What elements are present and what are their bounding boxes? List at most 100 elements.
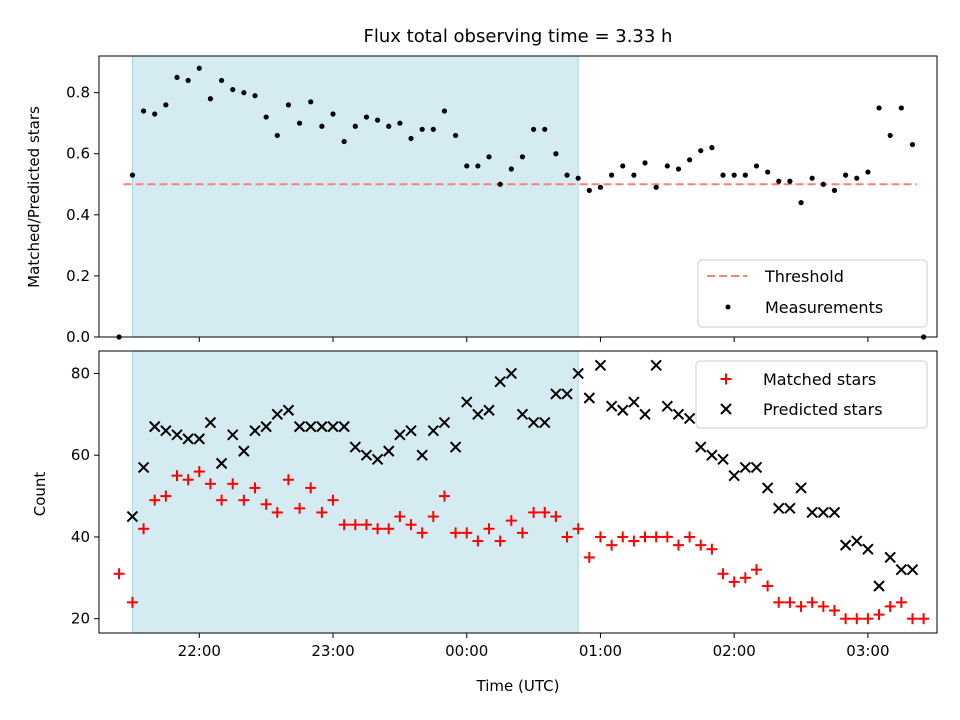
matched-star-point <box>505 515 517 527</box>
matched-star-point <box>472 535 484 547</box>
measurement-point <box>575 175 581 181</box>
matched-star-point <box>516 527 528 539</box>
matched-star-point <box>327 494 339 506</box>
predicted-star-point <box>750 461 763 474</box>
matched-star-point <box>784 596 796 608</box>
x-tick-label: 02:00 <box>713 642 756 660</box>
predicted-star-point <box>383 445 395 457</box>
matched-star-point <box>684 531 696 543</box>
measurement-point <box>308 99 314 105</box>
measurement-point <box>564 172 570 178</box>
matched-star-point <box>606 539 618 551</box>
predicted-star-point <box>438 416 451 429</box>
matched-star-point <box>113 568 125 580</box>
matched-star-point <box>762 580 774 592</box>
matched-star-point <box>427 511 439 523</box>
predicted-star-point <box>293 420 306 433</box>
measurement-point <box>798 200 804 206</box>
predicted-star-point <box>449 441 462 453</box>
y-tick-label: 0.8 <box>66 84 90 102</box>
predicted-star-point <box>394 429 406 441</box>
predicted-star-point <box>806 506 818 519</box>
predicted-star-point <box>739 461 752 474</box>
predicted-star-point <box>862 543 874 555</box>
x-tick-label: 01:00 <box>579 642 622 660</box>
measurement-point <box>475 163 481 169</box>
measurement-point <box>765 169 771 175</box>
measurement-point <box>809 175 815 181</box>
y-tick-label: 40 <box>71 528 90 546</box>
y-tick-label: 0.6 <box>66 145 90 163</box>
measurement-point <box>776 178 782 184</box>
measurement-point <box>196 65 202 71</box>
predicted-star-point <box>461 396 473 408</box>
predicted-star-point <box>761 482 774 494</box>
matched-star-point <box>628 535 640 547</box>
predicted-star-point <box>683 412 696 425</box>
predicted-star-point <box>215 457 228 470</box>
predicted-star-point <box>839 539 852 551</box>
measurement-point <box>129 172 136 178</box>
predicted-star-point <box>505 367 518 380</box>
measurement-point <box>742 172 748 178</box>
x-tick-label: 03:00 <box>846 642 889 660</box>
matched-star-point <box>271 506 283 518</box>
measurement-point <box>531 126 537 132</box>
measurement-point <box>553 151 559 157</box>
y-tick-label: 0.2 <box>66 267 90 285</box>
predicted-star-point <box>906 563 919 576</box>
y-tick-label: 0.0 <box>66 328 90 346</box>
measurement-point <box>207 96 214 102</box>
matched-star-point <box>450 527 462 539</box>
measurement-point <box>363 114 370 120</box>
legend-predicted-marker <box>720 403 732 415</box>
observing-window-top <box>131 55 579 338</box>
matched-star-point <box>739 572 751 584</box>
legend-threshold-label: Threshold <box>764 267 844 286</box>
predicted-star-point <box>895 563 908 576</box>
predicted-star-point <box>472 408 484 421</box>
predicted-star-point <box>527 416 540 429</box>
matched-star-point <box>806 596 818 608</box>
matched-star-point <box>126 596 138 608</box>
predicted-star-point <box>717 453 729 466</box>
measurement-point <box>185 77 191 84</box>
matched-star-point <box>338 519 350 531</box>
predicted-star-point <box>650 359 662 372</box>
matched-star-point <box>349 519 361 531</box>
measurement-point <box>397 120 403 126</box>
predicted-star-point <box>305 420 317 433</box>
matched-star-point <box>416 527 428 539</box>
measurement-point <box>854 175 860 181</box>
predicted-star-point <box>583 392 596 404</box>
predicted-star-point <box>873 580 885 592</box>
predicted-stars-series <box>126 359 919 592</box>
predicted-star-point <box>706 449 718 461</box>
x-tick-label: 23:00 <box>311 642 354 660</box>
measurement-point <box>430 126 436 132</box>
matched-star-point <box>539 506 551 518</box>
measurement-point <box>140 108 147 114</box>
matched-star-point <box>394 511 406 523</box>
matched-star-point <box>149 494 161 506</box>
matched-stars-series <box>113 466 930 625</box>
observing-window-bottom <box>131 350 579 634</box>
measurement-point <box>408 135 414 142</box>
predicted-star-point <box>126 510 139 523</box>
measurement-point <box>419 126 425 132</box>
matched-star-point <box>661 531 673 543</box>
measurement-point <box>787 178 793 184</box>
measurement-point <box>865 169 871 175</box>
matched-star-point <box>639 531 651 543</box>
measurement-point <box>753 163 760 169</box>
counts-legend: Matched stars Predicted stars <box>695 360 928 429</box>
matched-star-point <box>138 523 150 535</box>
predicted-star-point <box>494 375 506 388</box>
matched-star-point <box>204 478 216 490</box>
predicted-star-point <box>784 502 796 515</box>
predicted-star-point <box>628 396 640 408</box>
matched-star-point <box>193 466 205 478</box>
measurement-point <box>274 132 280 139</box>
measurement-point <box>508 166 514 172</box>
measurements-series <box>116 65 927 340</box>
